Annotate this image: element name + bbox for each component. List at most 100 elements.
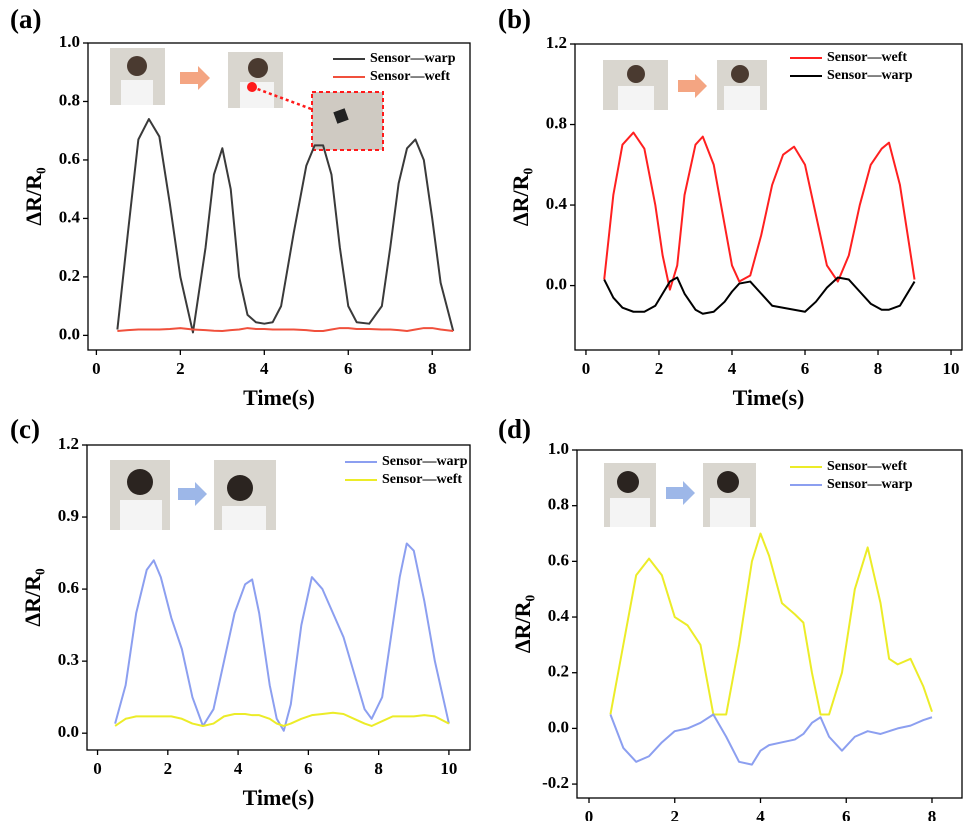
inset-d	[604, 463, 756, 527]
y-tick-label: 0.4	[59, 207, 81, 226]
x-tick-label: 4	[260, 359, 269, 378]
series-line	[116, 118, 455, 334]
x-tick-label: 2	[164, 759, 173, 778]
panel-label: (d)	[498, 414, 531, 444]
y-tick-label: 0.8	[546, 113, 567, 132]
plot-frame	[86, 444, 471, 751]
photo-body	[240, 82, 274, 108]
inset-a	[110, 48, 384, 151]
x-tick-label: 2	[671, 807, 680, 821]
photo-head	[127, 56, 147, 76]
x-tick-label: 4	[756, 807, 765, 821]
photo-head	[227, 475, 253, 501]
legend-label: Sensor—warp	[827, 68, 913, 83]
y-axis-label: ΔR/R₀	[510, 594, 535, 653]
plot-frame	[576, 449, 963, 799]
y-tick-label: 0.4	[548, 606, 570, 625]
series-line	[117, 327, 454, 332]
x-tick-label: 10	[440, 759, 457, 778]
inset-c	[110, 460, 276, 530]
legend-label: Sensor—weft	[382, 472, 462, 487]
legend-label: Sensor—warp	[382, 454, 468, 469]
y-tick-label: 0.0	[548, 717, 569, 736]
x-tick-label: 6	[304, 759, 313, 778]
y-tick-label: 0.8	[59, 90, 80, 109]
photo-head	[127, 469, 153, 495]
panel-label: (a)	[10, 4, 41, 34]
x-axis-label: Time(s)	[733, 385, 805, 410]
legend-label: Sensor—weft	[827, 459, 907, 474]
series-line	[603, 131, 916, 291]
y-tick-label: 0.4	[546, 194, 568, 213]
y-tick-label: 1.0	[548, 439, 569, 458]
x-tick-label: 6	[842, 807, 851, 821]
y-tick-label: 0.6	[58, 578, 79, 597]
x-tick-label: 8	[428, 359, 437, 378]
y-tick-label: 0.0	[546, 274, 567, 293]
arrow	[178, 482, 207, 506]
x-tick-label: 10	[943, 359, 960, 378]
photo-body	[121, 80, 153, 105]
y-tick-label: -0.2	[542, 773, 569, 792]
legend-label: Sensor—warp	[827, 477, 913, 492]
series-line	[609, 713, 933, 766]
series-line	[114, 542, 450, 732]
y-tick-label: 0.6	[548, 550, 569, 569]
photo-head	[617, 471, 639, 493]
series-line	[114, 711, 450, 727]
arrow	[666, 481, 695, 505]
x-tick-label: 6	[801, 359, 810, 378]
arrow	[678, 74, 707, 98]
y-tick-label: 0.3	[58, 650, 79, 669]
x-tick-label: 8	[374, 759, 383, 778]
x-tick-label: 4	[728, 359, 737, 378]
plot-frame	[87, 42, 471, 351]
x-tick-label: 2	[655, 359, 664, 378]
x-tick-label: 6	[344, 359, 353, 378]
zoom-box	[311, 91, 384, 151]
photo-body	[710, 498, 750, 527]
y-tick-label: 1.2	[546, 33, 567, 52]
y-tick-label: 0.2	[59, 266, 80, 285]
y-tick-label: 0.9	[58, 506, 79, 525]
photo-head	[248, 58, 268, 78]
y-axis-label: ΔR/R₀	[508, 167, 533, 226]
photo-body	[724, 86, 760, 110]
panel-label: (b)	[498, 4, 531, 34]
inset-b	[603, 60, 767, 110]
sensor	[333, 108, 349, 124]
series-line	[609, 532, 933, 716]
photo-head	[627, 65, 645, 83]
x-tick-label: 4	[234, 759, 243, 778]
photo-body	[618, 86, 654, 110]
y-tick-label: 0.6	[59, 149, 80, 168]
arrow	[180, 66, 210, 90]
pointer	[251, 85, 315, 112]
x-tick-label: 0	[93, 759, 102, 778]
y-tick-label: 0.2	[548, 662, 569, 681]
photo-head	[731, 65, 749, 83]
x-tick-label: 0	[585, 807, 594, 821]
panel-label: (c)	[10, 414, 40, 444]
y-tick-label: 0.0	[59, 324, 80, 343]
y-tick-label: 1.0	[59, 32, 80, 51]
series-line	[603, 276, 916, 315]
x-tick-label: 8	[874, 359, 883, 378]
legend-label: Sensor—warp	[370, 51, 456, 66]
y-tick-label: 0.8	[548, 495, 569, 514]
x-tick-label: 2	[176, 359, 185, 378]
legend-label: Sensor—weft	[827, 50, 907, 65]
y-tick-label: 0.0	[58, 722, 79, 741]
y-axis-label: ΔR/R₀	[20, 568, 45, 627]
y-axis-label: ΔR/R₀	[21, 167, 46, 226]
x-tick-label: 8	[928, 807, 937, 821]
legend-label: Sensor—weft	[370, 69, 450, 84]
x-tick-label: 0	[582, 359, 591, 378]
x-tick-label: 0	[92, 359, 101, 378]
photo-body	[120, 500, 162, 530]
x-axis-label: Time(s)	[243, 385, 315, 410]
plot-frame	[574, 43, 963, 351]
x-axis-label: Time(s)	[243, 785, 315, 810]
